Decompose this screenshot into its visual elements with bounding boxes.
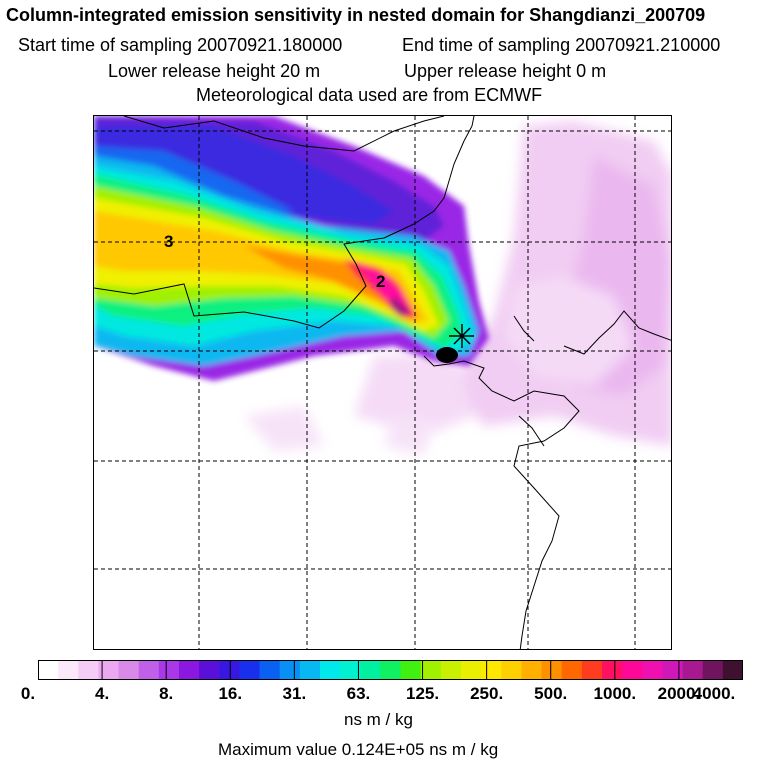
- color-scale-swatch: [280, 660, 301, 680]
- color-scale-tick-label: 1000.: [594, 684, 637, 704]
- color-scale-swatch: [219, 660, 240, 680]
- contour-label-3: 3: [164, 232, 173, 251]
- color-scale-swatch: [320, 660, 341, 680]
- color-scale-swatch: [260, 660, 281, 680]
- color-scale-tick-label: 8.: [159, 684, 173, 704]
- color-scale-swatch: [441, 660, 462, 680]
- color-scale-swatch: [179, 660, 200, 680]
- color-scale-swatch: [501, 660, 522, 680]
- color-scale-swatch: [239, 660, 260, 680]
- color-scale-bar: [38, 660, 743, 680]
- color-scale-swatch: [98, 660, 119, 680]
- color-scale-swatch: [562, 660, 583, 680]
- sampling-start-time: Start time of sampling 20070921.180000: [18, 34, 342, 56]
- color-scale-tick-label: 4.: [95, 684, 109, 704]
- color-scale-swatch: [642, 660, 663, 680]
- color-scale-tick-label: 63.: [347, 684, 371, 704]
- color-scale-swatch: [481, 660, 502, 680]
- maximum-value: Maximum value 0.124E+05 ns m / kg: [218, 740, 498, 760]
- color-scale-swatch: [421, 660, 442, 680]
- plot-title: Column-integrated emission sensitivity i…: [6, 4, 705, 26]
- color-scale-swatch: [602, 660, 623, 680]
- color-scale-swatch: [78, 660, 99, 680]
- color-scale-swatch: [300, 660, 321, 680]
- color-scale-swatch: [521, 660, 542, 680]
- color-scale-swatch: [38, 660, 59, 680]
- color-scale-units: ns m / kg: [344, 710, 413, 730]
- upper-release-height: Upper release height 0 m: [404, 60, 606, 82]
- color-scale-swatch: [340, 660, 361, 680]
- color-scale-swatch: [582, 660, 603, 680]
- color-scale-tick-label: 500.: [534, 684, 567, 704]
- color-scale-swatch: [360, 660, 381, 680]
- color-scale-swatch: [159, 660, 180, 680]
- color-scale-swatch: [622, 660, 643, 680]
- color-scale-swatch: [723, 660, 743, 680]
- color-scale-swatch: [58, 660, 79, 680]
- color-scale-swatch: [139, 660, 160, 680]
- color-scale-swatch: [199, 660, 220, 680]
- color-scale-swatch: [380, 660, 401, 680]
- color-scale-tick-label: 31.: [283, 684, 307, 704]
- color-scale-swatch: [401, 660, 422, 680]
- sampling-end-time: End time of sampling 20070921.210000: [402, 34, 720, 56]
- color-scale-tick-label: 16.: [218, 684, 242, 704]
- color-scale-tick-label: 4000.: [693, 684, 736, 704]
- lower-release-height: Lower release height 20 m: [108, 60, 320, 82]
- plume-layers: [94, 116, 489, 381]
- color-scale-swatch: [662, 660, 683, 680]
- color-scale-swatch: [461, 660, 482, 680]
- contour-label-2: 2: [376, 272, 385, 291]
- color-scale-swatch: [119, 660, 140, 680]
- sensitivity-map: 3 2: [93, 115, 672, 650]
- meteorological-data-source: Meteorological data used are from ECMWF: [196, 84, 542, 106]
- color-scale-tick-label: 125.: [406, 684, 439, 704]
- color-scale-tick-label: 250.: [470, 684, 503, 704]
- color-scale-tick-label: 0.: [21, 684, 35, 704]
- color-scale-swatch: [683, 660, 704, 680]
- color-scale-swatch: [542, 660, 563, 680]
- color-scale-swatch: [703, 660, 724, 680]
